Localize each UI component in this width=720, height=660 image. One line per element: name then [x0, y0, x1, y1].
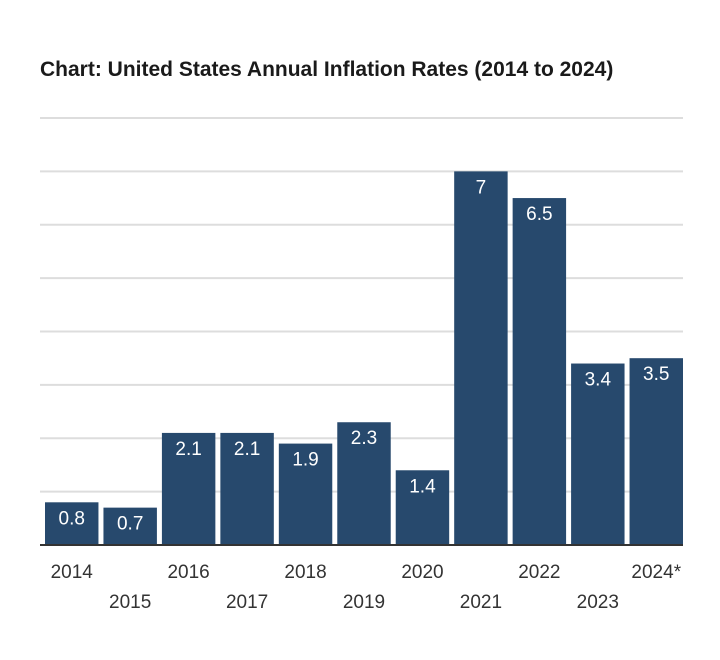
bar-2024: [629, 358, 683, 545]
bar-2014: [45, 502, 99, 545]
x-tick-label-2014: 2014: [51, 562, 94, 583]
bar-2015: [103, 507, 157, 545]
chart-title: Chart: United States Annual Inflation Ra…: [40, 58, 614, 81]
x-tick-label-2020: 2020: [401, 562, 443, 583]
x-tick-label-2024: 2024*: [631, 562, 681, 583]
bar-value-label-2021: 7: [476, 177, 487, 198]
bar-value-label-2019: 2.3: [351, 428, 377, 449]
bar-value-label-2017: 2.1: [234, 439, 260, 460]
bar-value-label-2020: 1.4: [409, 476, 436, 497]
bar-2017: [220, 432, 274, 545]
x-tick-label-2017: 2017: [226, 592, 268, 613]
bar-2021: [454, 171, 508, 545]
bar-value-label-2014: 0.8: [59, 508, 85, 529]
x-tick-label-2022: 2022: [518, 562, 560, 583]
bar-2020: [395, 470, 450, 545]
bar-2023: [571, 363, 625, 545]
x-tick-label-2019: 2019: [343, 592, 385, 613]
x-axis-tick-labels: 2014 2015 2016 2017 2018 2019 2020 2021 2022 2023…: [51, 562, 682, 613]
x-tick-label-2015: 2015: [109, 592, 151, 613]
bar-value-labels: 0.8 0.7 2.1 2.1 1.9 2.3 1.4 7 6.5 3.4 3.5: [59, 177, 670, 534]
bar-value-label-2022: 6.5: [526, 204, 552, 225]
bars: [45, 171, 683, 545]
x-tick-label-2021: 2021: [460, 592, 502, 613]
bar-value-label-2023: 3.4: [585, 370, 612, 391]
bar-2016: [161, 432, 216, 545]
bar-2018: [278, 443, 333, 545]
x-tick-label-2016: 2016: [167, 562, 209, 583]
bar-value-label-2016: 2.1: [175, 439, 201, 460]
x-tick-label-2018: 2018: [284, 562, 326, 583]
bar-2022: [512, 198, 567, 545]
x-tick-label-2023: 2023: [577, 592, 619, 613]
bar-value-label-2018: 1.9: [292, 450, 318, 471]
bar-2019: [337, 422, 391, 545]
bar-value-label-2015: 0.7: [117, 514, 143, 535]
bar-value-label-2024: 3.5: [643, 364, 669, 385]
